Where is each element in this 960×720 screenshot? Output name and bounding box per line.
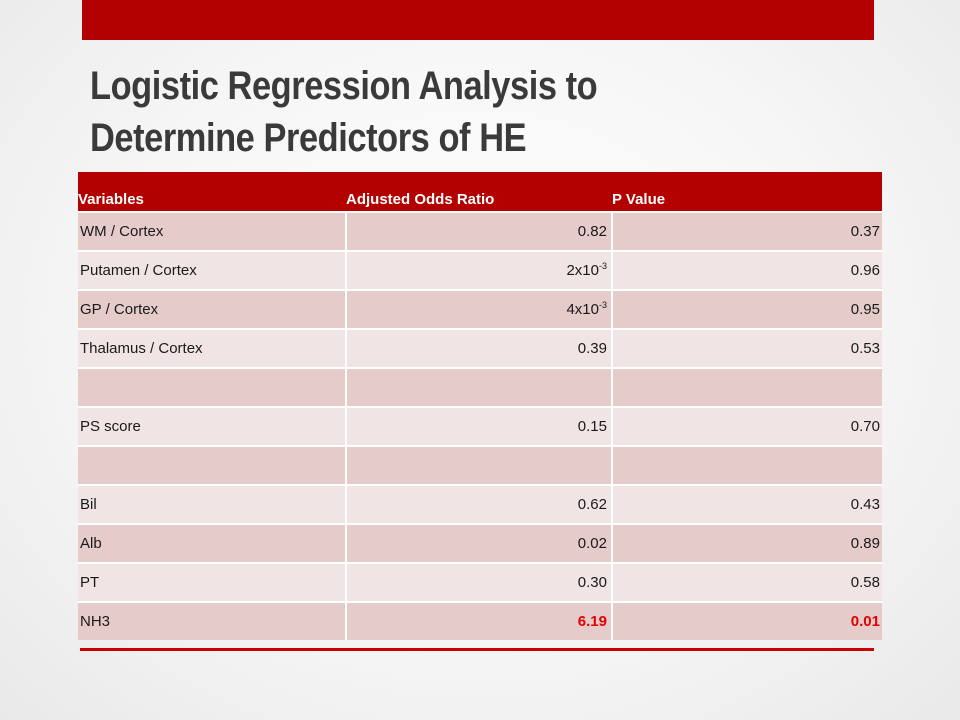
header-variables: Variables [78,172,346,212]
cell-adjusted-odds-ratio: 4x10-3 [346,289,613,329]
odds-ratio-value: 0.02 [577,535,607,552]
table-row: Putamen / Cortex 2x10-3 0.96 [78,250,882,290]
table-row: NH3 6.19 0.01 [78,601,882,640]
cell-variable: GP / Cortex [78,289,347,329]
table-row: PT 0.30 0.58 [78,562,882,602]
bottom-rule [80,648,874,651]
cell-adjusted-odds-ratio [346,445,613,485]
cell-variable: Putamen / Cortex [78,250,347,290]
odds-ratio-value: 4x10 [566,301,599,318]
cell-p-value: 0.89 [612,523,882,563]
cell-variable: PS score [78,406,347,446]
slide-title-line-2: Determine Predictors of HE [90,116,527,160]
cell-variable: Bil [78,484,347,524]
table-row: PS score 0.15 0.70 [78,406,882,446]
odds-ratio-exponent: -3 [598,261,607,271]
odds-ratio-value: 0.30 [577,574,607,591]
cell-variable [78,367,347,407]
cell-adjusted-odds-ratio: 0.82 [346,211,613,251]
odds-ratio-exponent: -3 [598,300,607,310]
odds-ratio-value: 0.82 [577,223,607,240]
table-row: Thalamus / Cortex 0.39 0.53 [78,328,882,368]
table-row [78,367,882,407]
cell-adjusted-odds-ratio: 0.62 [346,484,613,524]
cell-adjusted-odds-ratio: 0.30 [346,562,613,602]
cell-variable [78,445,347,485]
odds-ratio-value: 2x10 [566,262,599,279]
cell-p-value [612,445,882,485]
top-accent-bar [82,0,874,40]
cell-p-value: 0.58 [612,562,882,602]
cell-p-value: 0.95 [612,289,882,329]
table-header: Variables Adjusted Odds Ratio P Value [78,172,882,212]
slide-title-line-1: Logistic Regression Analysis to [90,64,598,108]
cell-adjusted-odds-ratio: 6.19 [346,601,613,640]
header-p-value: P Value [612,172,882,212]
header-adjusted-odds-ratio: Adjusted Odds Ratio [346,172,612,212]
cell-p-value: 0.43 [612,484,882,524]
regression-table: Variables Adjusted Odds Ratio P Value WM… [78,172,882,640]
cell-p-value: 0.96 [612,250,882,290]
slide-title: Logistic Regression Analysis to Determin… [90,60,778,164]
cell-p-value [612,367,882,407]
table-row: Alb 0.02 0.89 [78,523,882,563]
odds-ratio-value: 0.62 [577,496,607,513]
table-row: GP / Cortex 4x10-3 0.95 [78,289,882,329]
odds-ratio-value: 0.39 [577,340,607,357]
regression-table-container: Variables Adjusted Odds Ratio P Value WM… [78,172,882,640]
cell-variable: PT [78,562,347,602]
cell-adjusted-odds-ratio: 0.15 [346,406,613,446]
cell-p-value: 0.53 [612,328,882,368]
odds-ratio-value: 0.15 [577,418,607,435]
cell-p-value: 0.70 [612,406,882,446]
odds-ratio-value: 6.19 [577,613,607,630]
cell-adjusted-odds-ratio: 2x10-3 [346,250,613,290]
cell-variable: WM / Cortex [78,211,347,251]
cell-adjusted-odds-ratio: 0.39 [346,328,613,368]
cell-variable: Alb [78,523,347,563]
table-row: WM / Cortex 0.82 0.37 [78,211,882,251]
cell-variable: Thalamus / Cortex [78,328,347,368]
table-body: WM / Cortex 0.82 0.37 Putamen / Cortex 2x10-… [78,211,882,640]
cell-p-value: 0.37 [612,211,882,251]
table-row [78,445,882,485]
header-row: Variables Adjusted Odds Ratio P Value [78,172,882,212]
cell-variable: NH3 [78,601,347,640]
table-row: Bil 0.62 0.43 [78,484,882,524]
cell-adjusted-odds-ratio: 0.02 [346,523,613,563]
cell-p-value: 0.01 [612,601,882,640]
cell-adjusted-odds-ratio [346,367,613,407]
